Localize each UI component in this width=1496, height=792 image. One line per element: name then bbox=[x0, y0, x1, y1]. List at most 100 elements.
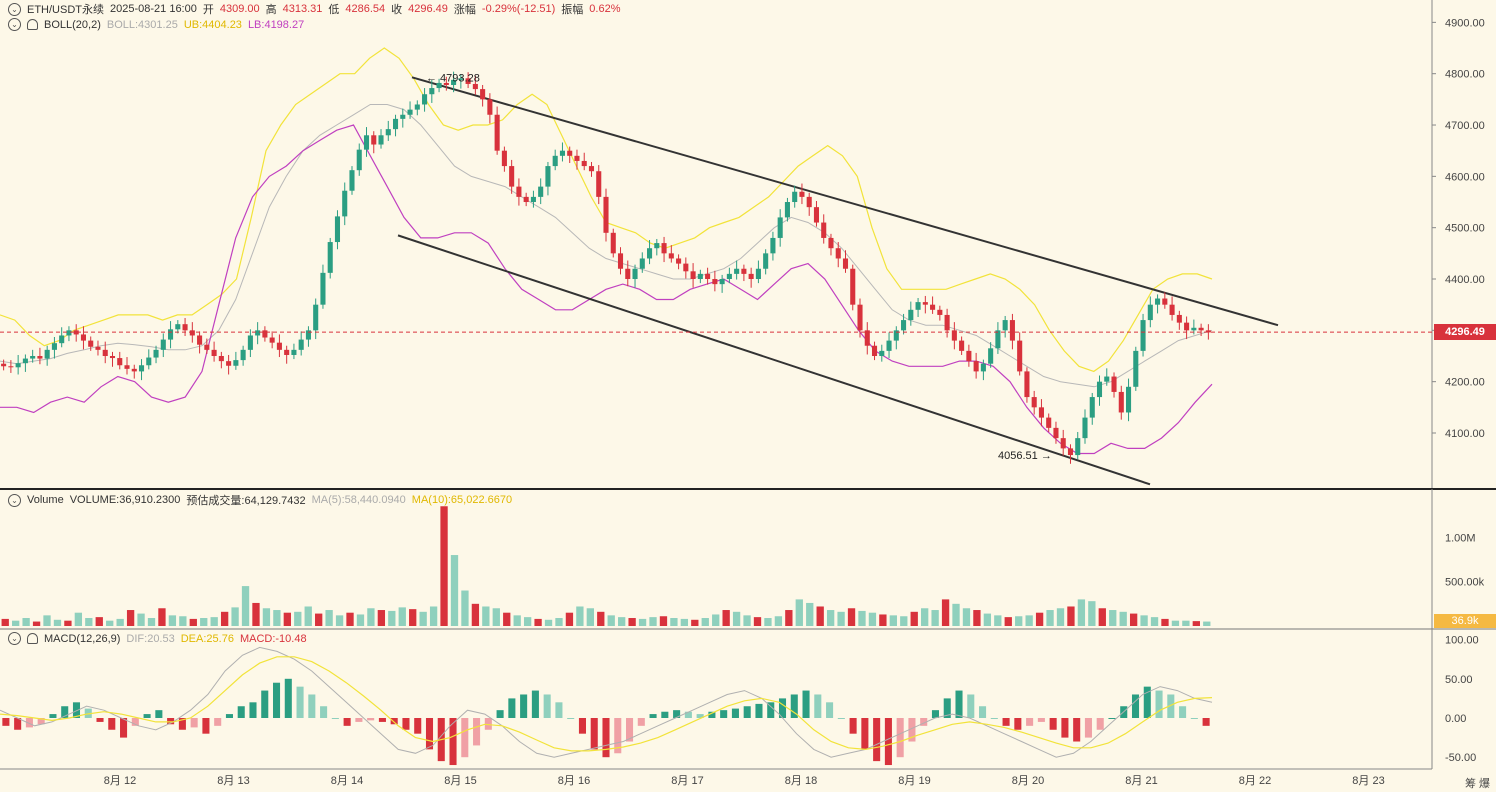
macd-histogram-bar bbox=[720, 710, 728, 718]
candle-body bbox=[342, 190, 348, 217]
collapse-chevron-icon[interactable]: ⌄ bbox=[8, 18, 21, 31]
candle-body bbox=[792, 191, 798, 203]
volume-bar bbox=[785, 610, 793, 626]
open-value: 4309.00 bbox=[219, 3, 260, 15]
price-tick-label: 4800.00 bbox=[1445, 69, 1485, 81]
macd-histogram-bar bbox=[461, 718, 469, 758]
candle-body bbox=[879, 350, 885, 357]
volume-bar bbox=[294, 611, 302, 626]
macd-histogram-bar bbox=[602, 718, 610, 758]
volume-bar bbox=[367, 608, 375, 626]
volume-bar bbox=[346, 612, 354, 626]
candle-body bbox=[247, 335, 253, 350]
collapse-chevron-icon[interactable]: ⌄ bbox=[8, 2, 21, 16]
candle-body bbox=[327, 242, 333, 273]
low-value: 4286.54 bbox=[345, 3, 386, 15]
macd-histogram-bar bbox=[37, 718, 45, 725]
volume-bar bbox=[200, 618, 208, 626]
volume-bar bbox=[879, 614, 887, 626]
candle-body bbox=[1133, 350, 1139, 387]
alert-bell-icon[interactable] bbox=[27, 19, 38, 30]
channel-upper-trendline bbox=[411, 76, 1279, 327]
macd-histogram-bar bbox=[837, 718, 845, 719]
candle-body bbox=[821, 222, 827, 238]
macd-histogram-bar bbox=[1202, 718, 1210, 726]
collapse-chevron-icon[interactable]: ⌄ bbox=[8, 632, 21, 645]
candle-body bbox=[480, 89, 486, 100]
macd-histogram-bar bbox=[696, 714, 704, 718]
macd-tick-label: 100.00 bbox=[1445, 635, 1479, 647]
macd-histogram-bar bbox=[414, 718, 422, 734]
collapse-chevron-icon[interactable]: ⌄ bbox=[8, 493, 21, 507]
volume-bar bbox=[12, 620, 20, 626]
candle-body bbox=[654, 243, 660, 249]
macd-histogram-bar bbox=[884, 718, 892, 766]
candle-body bbox=[1191, 327, 1197, 331]
macd-histogram-bar bbox=[637, 718, 645, 726]
volume-bar bbox=[753, 617, 762, 626]
volume-ma10: MA(10):65,022.6670 bbox=[411, 494, 513, 506]
candle-body bbox=[1031, 397, 1037, 408]
volume-bar bbox=[220, 611, 229, 626]
candle-body bbox=[44, 349, 50, 359]
candle-body bbox=[864, 330, 870, 346]
candle-body bbox=[102, 349, 108, 357]
macd-histogram-bar bbox=[1026, 718, 1034, 726]
candle-body bbox=[567, 150, 573, 156]
volume-bar bbox=[889, 615, 897, 626]
volume-bar bbox=[586, 608, 594, 626]
boll-value: BOLL:4301.25 bbox=[106, 18, 178, 31]
close-value: 4296.49 bbox=[408, 3, 448, 15]
candle-body bbox=[530, 196, 536, 203]
volume-bar bbox=[85, 618, 93, 626]
price-tick-label: 4600.00 bbox=[1445, 171, 1485, 183]
volume-bar bbox=[74, 612, 83, 626]
macd-histogram-bar bbox=[778, 698, 787, 718]
volume-bar bbox=[764, 618, 772, 626]
candle-body bbox=[385, 129, 391, 136]
candle-body bbox=[1060, 438, 1066, 449]
volume-bar bbox=[973, 610, 981, 626]
macd-histogram-bar bbox=[202, 718, 210, 734]
volume-bar bbox=[1056, 608, 1065, 626]
candle-body bbox=[422, 94, 428, 105]
candle-body bbox=[603, 196, 609, 233]
alert-bell-icon[interactable] bbox=[27, 633, 38, 644]
candle-body bbox=[748, 273, 754, 280]
macd-histogram-bar bbox=[72, 702, 81, 718]
volume-bar bbox=[189, 618, 197, 626]
candle-body bbox=[124, 365, 130, 369]
candle-body bbox=[153, 349, 159, 358]
macd-histogram-bar bbox=[167, 718, 175, 725]
candle-body bbox=[1009, 320, 1015, 341]
candle-body bbox=[1075, 438, 1081, 456]
macd-histogram-bar bbox=[708, 711, 716, 718]
macd-histogram-bar bbox=[1131, 694, 1140, 718]
volume-bar bbox=[1161, 618, 1169, 626]
x-tick-label: 8月 12 bbox=[104, 775, 136, 787]
candle-body bbox=[559, 150, 565, 156]
macd-histogram-bar bbox=[214, 718, 222, 726]
candle-body bbox=[262, 330, 268, 338]
candle-body bbox=[226, 361, 232, 366]
corner-label[interactable]: 筹 爆 bbox=[1464, 778, 1490, 790]
macd-histogram-bar bbox=[296, 686, 304, 718]
macd-histogram-bar bbox=[425, 718, 434, 750]
candle-body bbox=[334, 216, 341, 243]
candle-body bbox=[443, 82, 449, 85]
macd-histogram-bar bbox=[131, 718, 139, 726]
candle-body bbox=[1046, 417, 1052, 428]
high-value: 4313.31 bbox=[282, 3, 323, 15]
boll-mid-line bbox=[0, 104, 1213, 388]
candle-body bbox=[951, 330, 957, 341]
candle-body bbox=[131, 368, 137, 372]
volume-bar bbox=[1088, 601, 1096, 626]
candle-body bbox=[95, 346, 101, 350]
x-tick-label: 8月 18 bbox=[785, 775, 817, 787]
candle-body bbox=[915, 302, 921, 310]
x-tick-label: 8月 21 bbox=[1125, 775, 1157, 787]
volume-bar bbox=[262, 608, 271, 626]
boll-lb-value: LB:4198.27 bbox=[247, 18, 305, 31]
macd-histogram-bar bbox=[861, 718, 869, 750]
